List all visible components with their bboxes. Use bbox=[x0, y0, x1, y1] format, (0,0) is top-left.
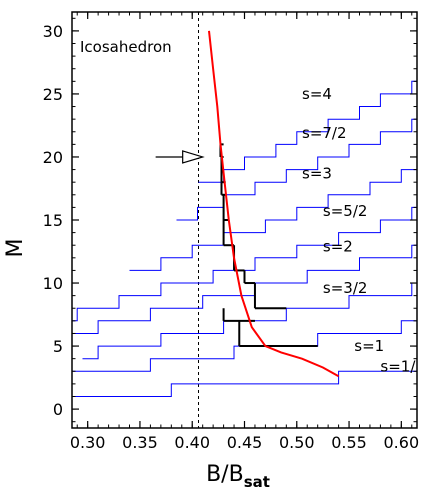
y-tick-label-3: 15 bbox=[43, 211, 63, 230]
series-staircase-6 bbox=[176, 118, 417, 221]
x-axis-label-main: B/B bbox=[206, 462, 244, 487]
x-axis-label-sub: sat bbox=[244, 473, 270, 491]
arrow-head bbox=[182, 150, 205, 164]
y-tick-label-1: 5 bbox=[53, 337, 63, 356]
x-tick-label-1: 0.35 bbox=[122, 433, 158, 452]
y-axis-label: M bbox=[3, 239, 28, 258]
y-tick-label-4: 20 bbox=[43, 148, 63, 167]
series-label-0: s=4 bbox=[302, 85, 332, 103]
series-staircase-7 bbox=[198, 80, 417, 183]
series-label-1: s=7/2 bbox=[302, 124, 347, 142]
series-label-7: s=1/2 bbox=[380, 357, 422, 375]
series-staircase-4 bbox=[72, 206, 417, 322]
x-axis-label: B/Bsat bbox=[206, 462, 270, 491]
series-label-5: s=3/2 bbox=[323, 279, 368, 297]
axes: 0.30 0.35 0.40 0.45 0.50 0.55 0.60 0 5 10 15 20 25 30 bbox=[43, 11, 420, 452]
x-tick-label-6: 0.60 bbox=[384, 433, 420, 452]
y-tick-label-6: 30 bbox=[43, 22, 63, 41]
series-label-6: s=1 bbox=[354, 337, 384, 355]
x-tick-label-2: 0.40 bbox=[174, 433, 210, 452]
x-tick-label-0: 0.30 bbox=[70, 433, 106, 452]
chart-annotation: Icosahedron bbox=[80, 38, 172, 56]
y-tick-label-2: 10 bbox=[43, 274, 63, 293]
series-staircase-0 bbox=[72, 370, 417, 397]
x-tick-label-3: 0.45 bbox=[227, 433, 263, 452]
y-tick-label-0: 0 bbox=[53, 400, 63, 419]
y-tick-label-5: 25 bbox=[43, 85, 63, 104]
x-tick-label-4: 0.50 bbox=[279, 433, 315, 452]
series-label-2: s=3 bbox=[302, 164, 332, 182]
series-label-4: s=2 bbox=[323, 238, 353, 256]
envelope-curve bbox=[208, 30, 340, 378]
x-tick-label-5: 0.55 bbox=[331, 433, 367, 452]
plot-area: s=4 s=7/2 s=3 s=5/2 s=2 s=3/2 s=1 s=1/2 bbox=[72, 12, 422, 428]
series-staircase-5 bbox=[129, 169, 417, 271]
series-label-3: s=5/2 bbox=[323, 202, 368, 220]
